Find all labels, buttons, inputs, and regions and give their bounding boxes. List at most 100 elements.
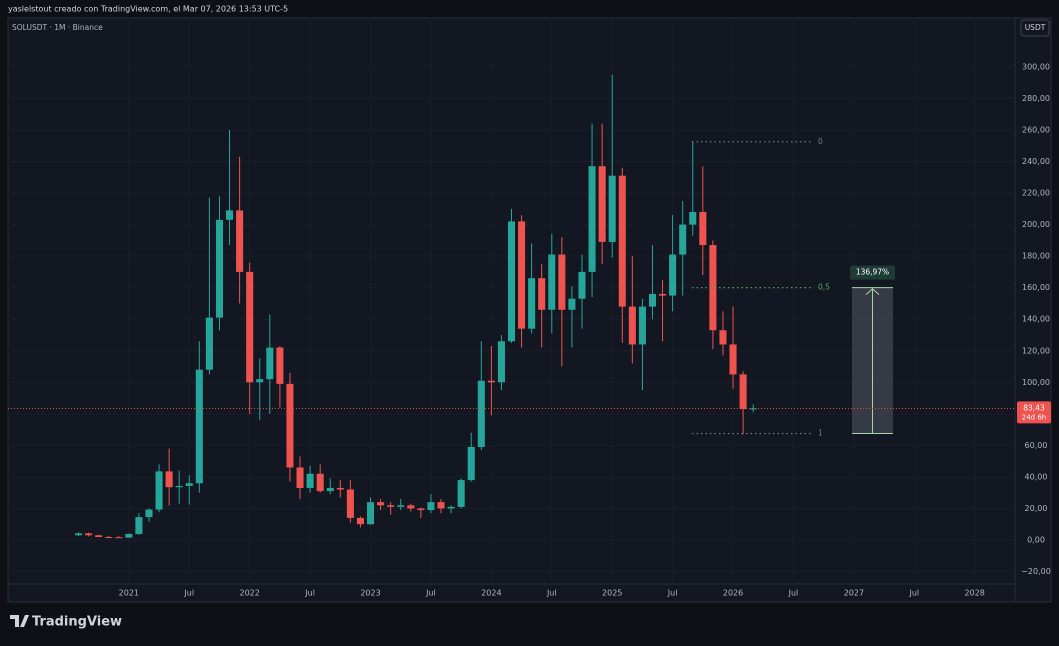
candle-body	[336, 487, 344, 490]
x-tick-label: Jul	[183, 589, 194, 598]
candle-body	[175, 485, 183, 488]
candle-body	[618, 175, 626, 307]
x-tick-label: Jul	[304, 589, 315, 598]
candle-body	[608, 175, 616, 242]
candle-body	[699, 211, 707, 246]
level-label: 1	[818, 429, 823, 438]
level-label: 0,5	[818, 283, 830, 292]
x-tick-label: Jul	[425, 589, 436, 598]
candle-body	[528, 278, 536, 329]
candle-body	[669, 254, 677, 296]
price-tag-value: 83,43	[1023, 403, 1045, 412]
x-tick-label: 2027	[844, 589, 864, 598]
header: yaslelstout creado con TradingView.com, …	[8, 5, 288, 14]
x-tick-label: 2024	[481, 589, 501, 598]
brand-name: TradingView	[32, 615, 122, 630]
candle-body	[578, 271, 586, 299]
candle-body	[689, 211, 697, 225]
currency-label: USDT	[1025, 23, 1046, 32]
y-tick-label: 280,00	[1022, 94, 1050, 103]
candle-body	[316, 473, 324, 492]
candle-body	[407, 505, 415, 509]
candle-body	[427, 502, 435, 511]
candle-body	[215, 219, 223, 318]
candle-body	[145, 509, 153, 518]
candle-body	[115, 537, 123, 539]
x-tick-label: 2028	[965, 589, 985, 598]
candle-body	[719, 330, 727, 345]
y-tick-label: 140,00	[1022, 315, 1050, 324]
candle-body	[195, 369, 203, 484]
candle-body	[366, 502, 375, 525]
x-tick-label: 2022	[240, 589, 260, 598]
candle-body	[568, 298, 576, 310]
candle-body	[417, 508, 425, 511]
brand-icon	[10, 615, 29, 627]
y-tick-label: 220,00	[1022, 189, 1050, 198]
candle-body	[638, 306, 646, 345]
currency-button[interactable]	[1020, 19, 1050, 37]
y-tick-label: 0,00	[1027, 536, 1045, 545]
price-tag-countdown: 24d 6h	[1022, 413, 1046, 421]
candle-body	[266, 347, 274, 380]
candle-body	[548, 254, 556, 310]
chart-title: SOLUSDT · 1M · Binance	[12, 23, 103, 32]
y-tick-label: 40,00	[1025, 472, 1048, 481]
candle-body	[497, 341, 505, 383]
candle-body	[286, 383, 294, 468]
candle-body	[648, 293, 657, 307]
candle-body	[377, 502, 385, 506]
candle-body	[205, 317, 213, 370]
candle-body	[346, 489, 354, 518]
candle-body	[628, 306, 636, 345]
candle-body	[306, 473, 314, 488]
candle-body	[538, 278, 546, 310]
candle-body	[558, 254, 566, 310]
candle-body	[709, 245, 717, 331]
candle-body	[518, 221, 526, 329]
candle-body	[276, 347, 284, 384]
candle-body	[739, 374, 747, 410]
y-tick-label: 200,00	[1022, 220, 1050, 229]
candle-body	[246, 271, 254, 383]
measure-label: 136,97%	[856, 268, 889, 277]
brand-logo[interactable]: TradingView	[10, 615, 122, 630]
y-tick-label: 120,00	[1022, 346, 1050, 355]
x-tick-label: Jul	[908, 589, 919, 598]
candle-body	[185, 483, 193, 486]
candle-body	[226, 210, 234, 220]
x-tick-label: 2026	[723, 589, 743, 598]
y-tick-label: 60,00	[1025, 441, 1048, 450]
y-tick-label: 260,00	[1022, 125, 1050, 134]
candle-body	[165, 471, 173, 488]
candle-body	[467, 446, 475, 481]
measure-label-bg	[850, 265, 895, 280]
candle-body	[95, 535, 103, 538]
candle-body	[729, 344, 737, 375]
candle-body	[507, 221, 516, 342]
measure-arrowhead	[865, 287, 880, 296]
candle-body	[125, 534, 133, 538]
y-tick-label: −20,00	[1021, 567, 1051, 576]
x-tick-label: 2025	[602, 589, 622, 598]
candle-body	[74, 533, 83, 536]
candle-body	[447, 506, 455, 509]
y-tick-label: 20,00	[1025, 504, 1048, 513]
candle-body	[326, 487, 334, 492]
candle-body	[236, 210, 244, 272]
candle-body	[598, 166, 606, 242]
price-tag	[1017, 401, 1051, 424]
candle-body	[659, 293, 667, 296]
y-tick-label: 180,00	[1022, 252, 1050, 261]
candle-body	[397, 505, 405, 507]
level-label: 0	[818, 137, 823, 146]
y-tick-label: 100,00	[1022, 378, 1050, 387]
candle-body	[296, 467, 304, 488]
candle-body	[588, 166, 596, 272]
candle-body	[679, 224, 687, 255]
candle-body	[155, 471, 163, 510]
candle-body	[437, 502, 445, 509]
candle-body	[387, 505, 395, 507]
